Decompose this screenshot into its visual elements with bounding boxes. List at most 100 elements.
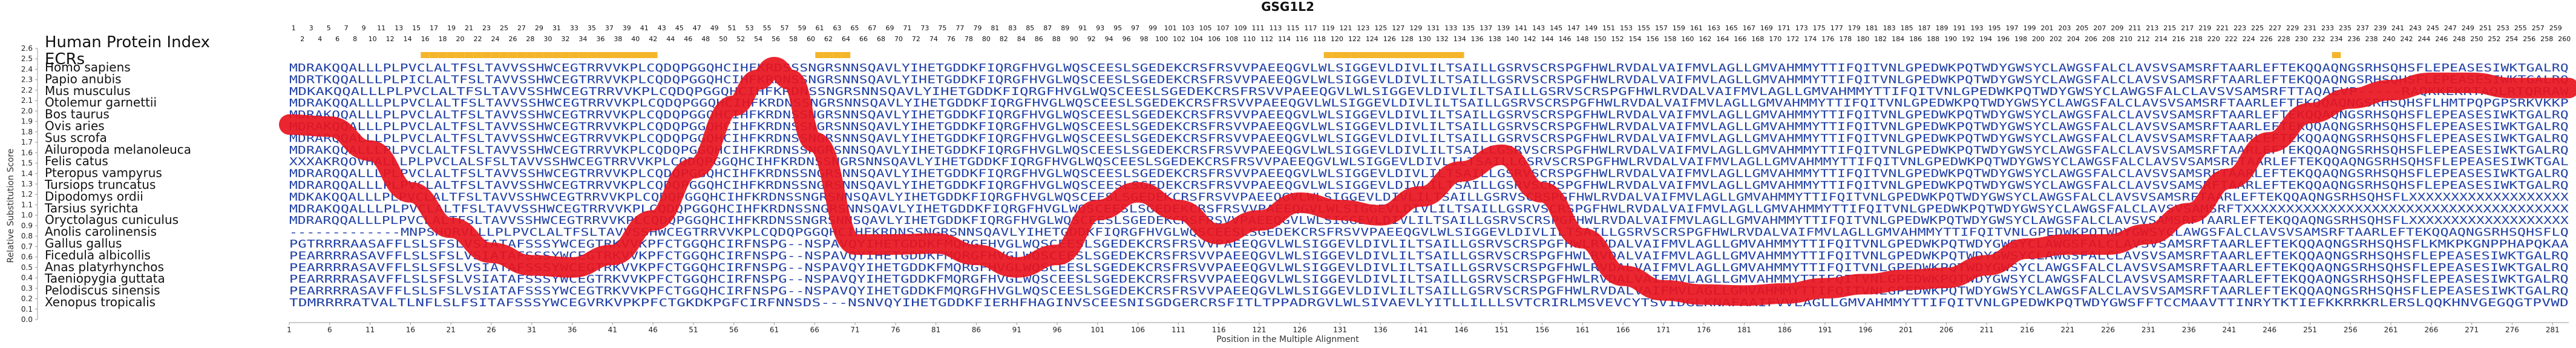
- x-tick-label: 11: [365, 326, 375, 334]
- x-tick-label: 46: [648, 326, 657, 334]
- index-number-bottom: 244: [2417, 35, 2430, 43]
- ecr-index-box: [587, 52, 597, 58]
- index-number-top: 47: [693, 24, 701, 32]
- index-number-top: 105: [1199, 24, 1212, 32]
- species-name: Homo sapiens: [45, 60, 131, 74]
- index-number-top: 25: [500, 24, 508, 32]
- ecr-index-box: [1437, 52, 1447, 58]
- ecr-index-box: [491, 52, 500, 58]
- index-number-bottom: 148: [1576, 35, 1589, 43]
- index-number-bottom: 152: [1611, 35, 1624, 43]
- index-number-bottom: 150: [1594, 35, 1607, 43]
- index-number-bottom: 102: [1173, 35, 1185, 43]
- index-number-top: 51: [728, 24, 736, 32]
- index-number-top: 235: [2339, 24, 2352, 32]
- species-name: Pteropus vampyrus: [45, 166, 162, 180]
- index-number-bottom: 26: [508, 35, 517, 43]
- index-number-top: 5: [327, 24, 331, 32]
- y-axis-label: Relative Substitution Score: [6, 148, 16, 263]
- index-number-bottom: 100: [1155, 35, 1168, 43]
- ecr-index-box: [447, 52, 456, 58]
- index-number-bottom: 36: [596, 35, 605, 43]
- x-tick-label: 166: [1616, 326, 1630, 334]
- index-number-bottom: 74: [929, 35, 938, 43]
- index-number-top: 7: [344, 24, 349, 32]
- index-number-top: 187: [1918, 24, 1931, 32]
- ecr-index-box: [824, 52, 833, 58]
- index-number-bottom: 142: [1524, 35, 1536, 43]
- species-name: Taeniopygia guttata: [44, 271, 165, 286]
- species-name: Ovis aries: [45, 119, 105, 133]
- index-number-bottom: 160: [1681, 35, 1694, 43]
- index-number-top: 11: [377, 24, 385, 32]
- index-number-top: 255: [2514, 24, 2527, 32]
- x-tick-label: 51: [689, 326, 698, 334]
- index-number-top: 85: [1026, 24, 1034, 32]
- index-number-bottom: 138: [1489, 35, 1501, 43]
- alignment-row: MDRAKQQALLLPLPVCLALTFSLTAVVSSHWCEGTRRVVK…: [289, 203, 2569, 215]
- index-number-top: 145: [1550, 24, 1562, 32]
- species-name: Ficedula albicollis: [45, 248, 151, 262]
- index-number-bottom: 216: [2172, 35, 2185, 43]
- index-number-bottom: 146: [1559, 35, 1571, 43]
- ecr-index-box: [1446, 52, 1455, 58]
- index-number-bottom: 156: [1646, 35, 1659, 43]
- index-number-bottom: 232: [2313, 35, 2325, 43]
- index-number-bottom: 120: [1331, 35, 1343, 43]
- alignment-row: MDRAKQQALLLPLPVCLALTFSLTAVVSSHWCEGTRRVVK…: [289, 97, 2569, 110]
- index-number-bottom: 24: [491, 35, 499, 43]
- y-tick-label: 1.8: [21, 128, 33, 136]
- index-number-bottom: 184: [1892, 35, 1904, 43]
- y-tick-label: 1.1: [21, 200, 33, 209]
- y-tick-label: 0.4: [21, 274, 33, 282]
- ecr-index-box: [640, 52, 649, 58]
- index-number-top: 203: [2058, 24, 2071, 32]
- index-number-top: 259: [2549, 24, 2562, 32]
- x-tick-label: 1: [287, 326, 292, 334]
- index-number-top: 81: [991, 24, 999, 32]
- x-tick-label: 266: [2424, 326, 2438, 334]
- index-number-bottom: 236: [2348, 35, 2361, 43]
- index-number-bottom: 260: [2558, 35, 2571, 43]
- index-number-top: 125: [1374, 24, 1387, 32]
- index-number-top: 99: [1149, 24, 1157, 32]
- index-number-top: 151: [1602, 24, 1615, 32]
- ecr-index-box: [622, 52, 632, 58]
- ecr-index-box: [1455, 52, 1464, 58]
- species-name: Tarsius syrichta: [44, 201, 139, 215]
- index-number-bottom: 166: [1734, 35, 1746, 43]
- species-name: Bos taurus: [45, 107, 110, 122]
- index-number-top: 31: [552, 24, 561, 32]
- index-number-bottom: 178: [1839, 35, 1852, 43]
- index-number-bottom: 112: [1260, 35, 1273, 43]
- index-number-bottom: 78: [965, 35, 973, 43]
- ecr-index-box: [517, 52, 526, 58]
- ecr-index-box: [1368, 52, 1377, 58]
- species-name: Mus musculus: [45, 84, 131, 98]
- index-number-top: 173: [1795, 24, 1808, 32]
- x-tick-label: 91: [1012, 326, 1021, 334]
- index-number-top: 67: [868, 24, 876, 32]
- index-number-top: 117: [1304, 24, 1317, 32]
- index-number-bottom: 258: [2540, 35, 2553, 43]
- x-tick-label: 281: [2546, 326, 2560, 334]
- index-number-top: 217: [2181, 24, 2194, 32]
- ecr-index-box: [1411, 52, 1421, 58]
- ecr-index-box: [482, 52, 491, 58]
- index-number-top: 63: [833, 24, 842, 32]
- x-tick-label: 56: [729, 326, 738, 334]
- index-number-top: 209: [2111, 24, 2123, 32]
- ecr-index-box: [534, 52, 544, 58]
- index-number-bottom: 32: [561, 35, 569, 43]
- y-tick-label: 2.5: [21, 54, 33, 63]
- index-number-bottom: 252: [2488, 35, 2500, 43]
- index-number-top: 163: [1708, 24, 1720, 32]
- ecr-index-box: [569, 52, 579, 58]
- index-number-bottom: 10: [369, 35, 377, 43]
- index-number-top: 103: [1182, 24, 1195, 32]
- x-tick-label: 6: [327, 326, 332, 334]
- index-number-bottom: 48: [701, 35, 710, 43]
- index-number-top: 253: [2497, 24, 2509, 32]
- alignment-row: PEARRRRASAVFFLSLSFSLVSIATAFSSSYWCEGTRKVV…: [289, 273, 2569, 286]
